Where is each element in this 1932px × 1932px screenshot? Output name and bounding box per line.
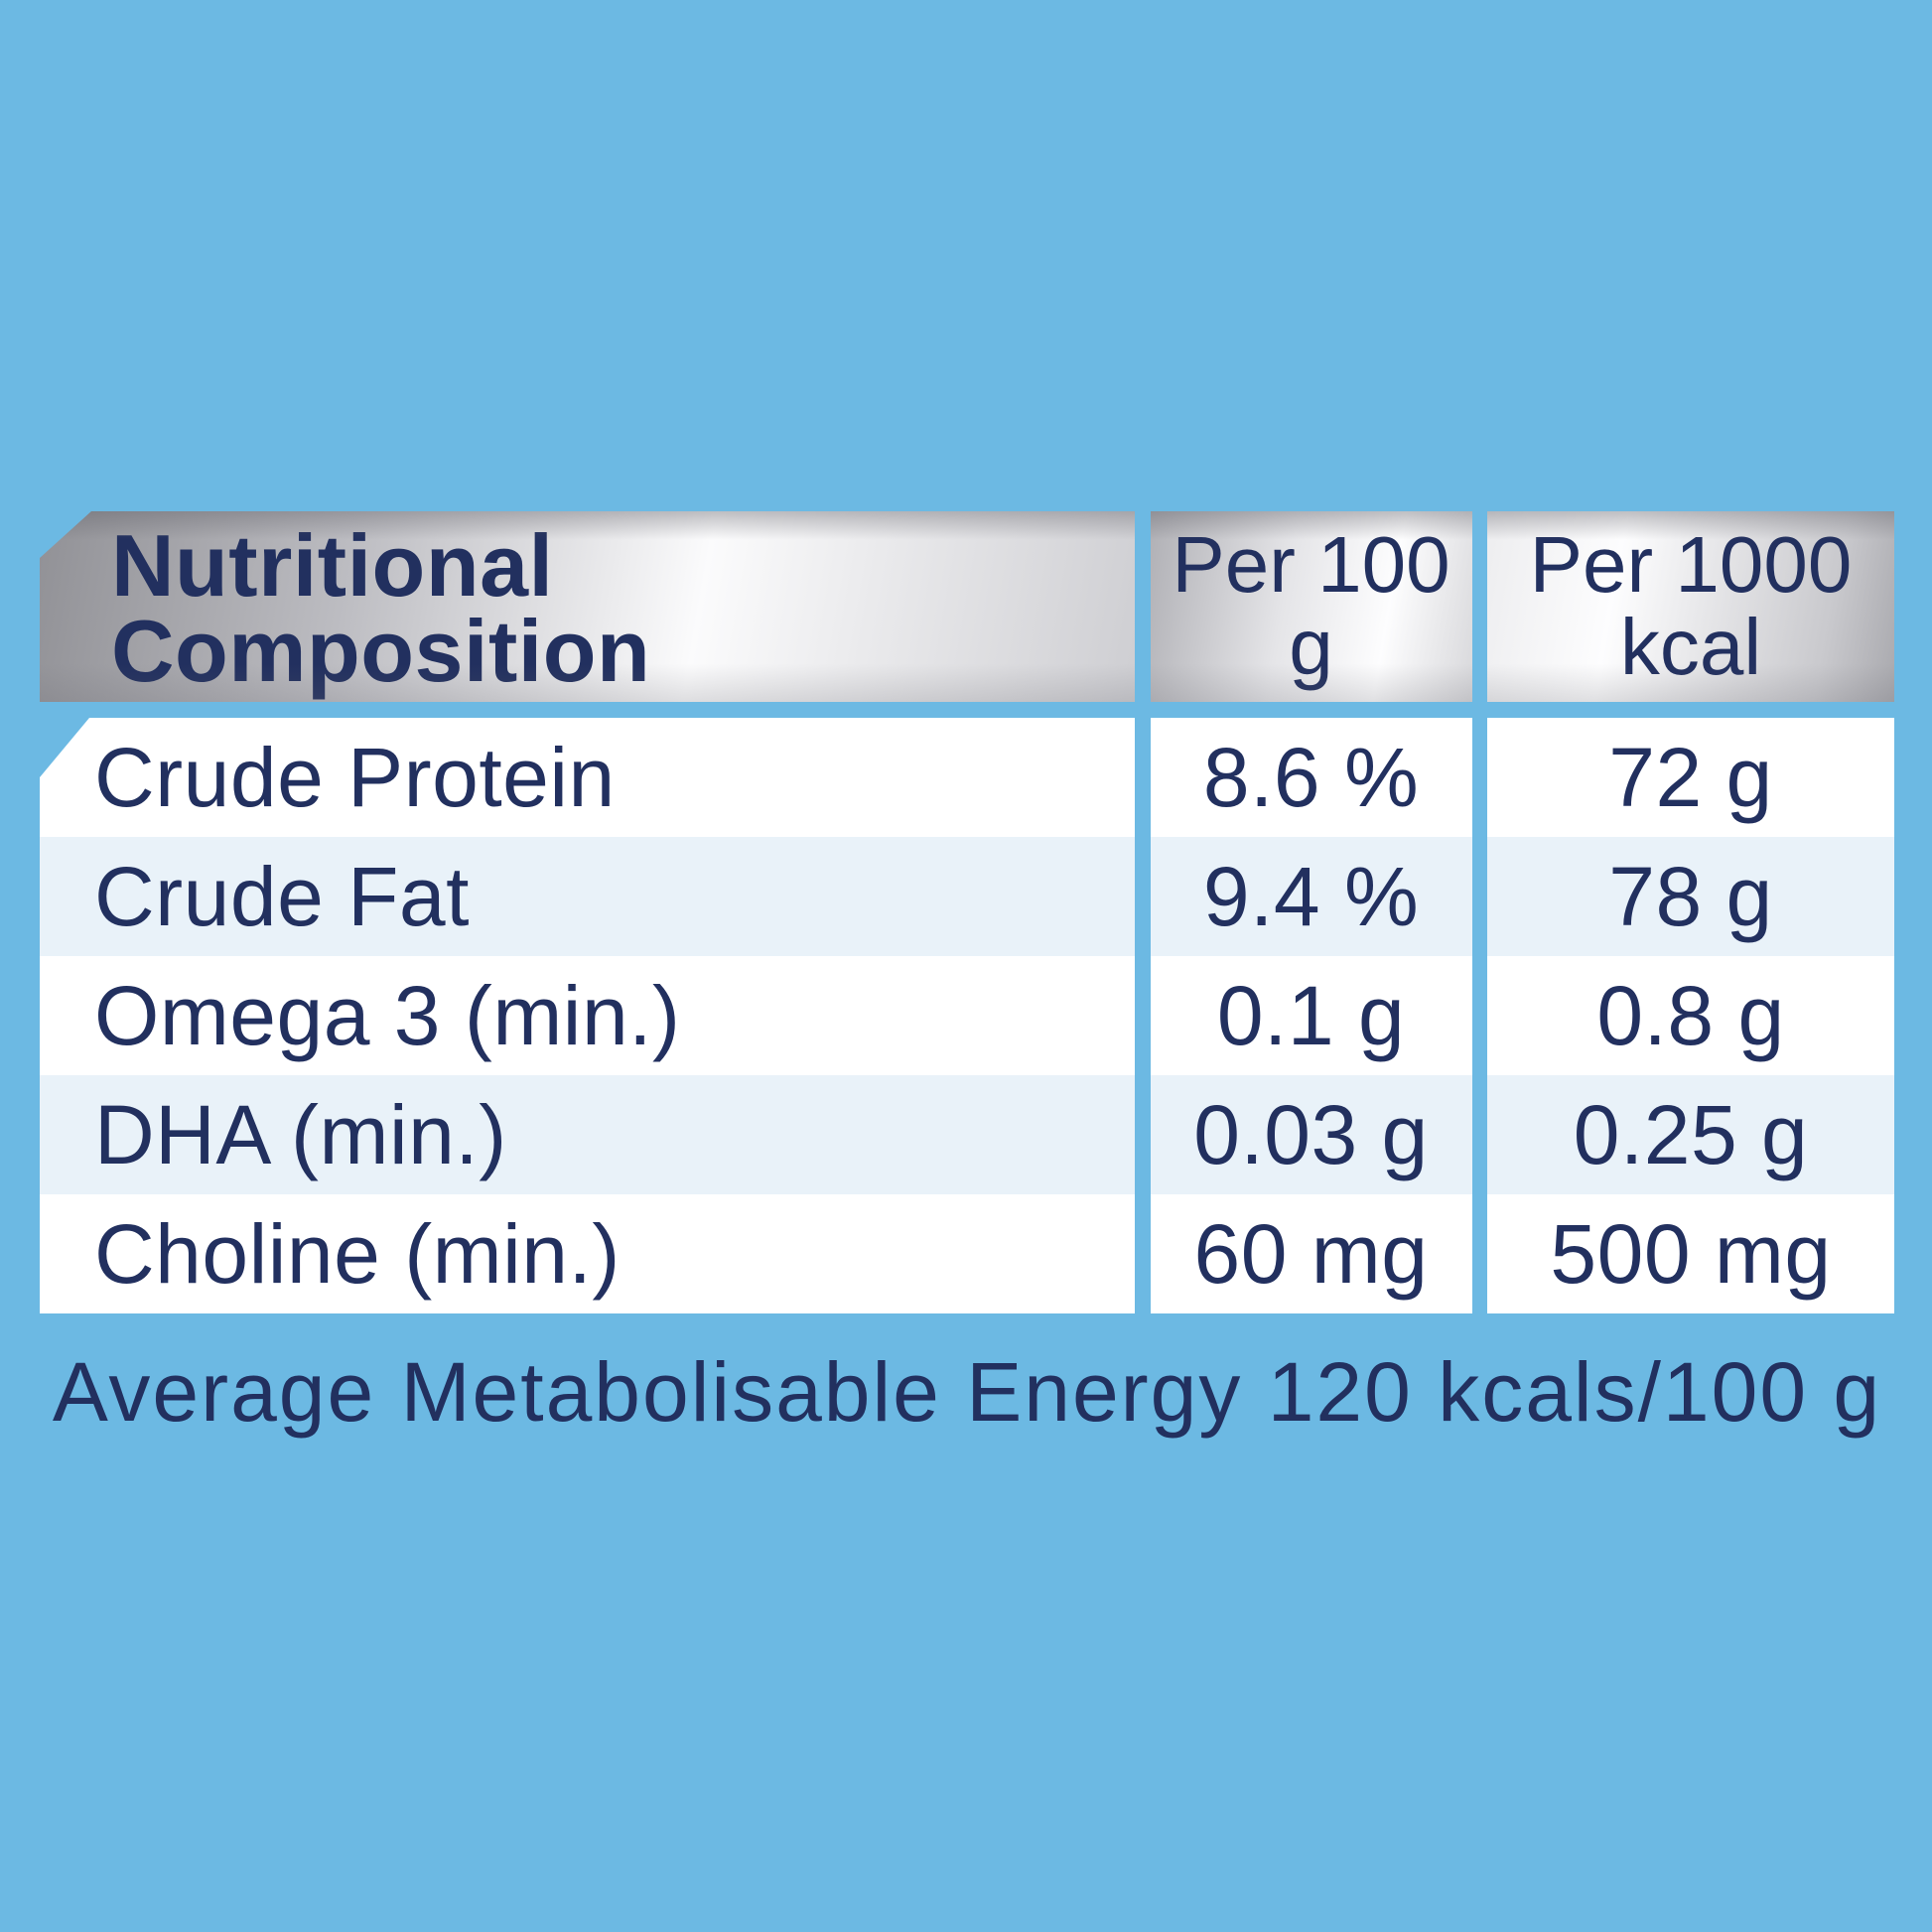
row-value-per-1000kcal: 500 mg	[1487, 1194, 1894, 1313]
row-label-cell: Crude Protein	[40, 718, 1135, 837]
header-per-100g-label: Per 100 g	[1172, 520, 1450, 691]
row-value-per-1000kcal-text: 78 g	[1608, 849, 1773, 943]
row-label-text: Crude Protein	[94, 730, 616, 824]
row-value-per-100g: 0.03 g	[1150, 1075, 1472, 1194]
row-value-per-100g-text: 8.6 %	[1202, 730, 1420, 824]
header-per-1000kcal-label: Per 1000 kcal	[1529, 520, 1853, 691]
header-composition-label: Nutritional Composition	[111, 516, 651, 700]
header-cell-per-1000kcal: Per 1000 kcal	[1487, 511, 1894, 702]
row-value-per-1000kcal-text: 0.8 g	[1596, 968, 1785, 1062]
header-cell-per-100g: Per 100 g	[1150, 511, 1472, 702]
row-label-text: DHA (min.)	[94, 1087, 507, 1181]
row-label-cell: Choline (min.)	[40, 1194, 1135, 1313]
row-value-per-100g: 60 mg	[1150, 1194, 1472, 1313]
row-value-per-100g-text: 0.03 g	[1193, 1087, 1429, 1181]
row-value-per-1000kcal: 0.25 g	[1487, 1075, 1894, 1194]
row-value-per-1000kcal-text: 500 mg	[1550, 1206, 1832, 1301]
energy-note: Average Metabolisable Energy 120 kcals/1…	[52, 1345, 1882, 1439]
table-body: Crude Protein 8.6 % 72 g Crude Fat 9.4 %…	[40, 718, 1894, 1313]
row-label-cell: Omega 3 (min.)	[40, 956, 1135, 1075]
row-value-per-100g: 0.1 g	[1150, 956, 1472, 1075]
table-header: Nutritional Composition Per 100 g Per 10…	[40, 511, 1894, 702]
row-label-text: Omega 3 (min.)	[94, 968, 681, 1062]
row-label-cell: Crude Fat	[40, 837, 1135, 956]
row-value-per-100g: 8.6 %	[1150, 718, 1472, 837]
row-value-per-1000kcal-text: 0.25 g	[1573, 1087, 1809, 1181]
row-value-per-100g: 9.4 %	[1150, 837, 1472, 956]
header-cell-composition: Nutritional Composition	[40, 511, 1135, 702]
row-value-per-100g-text: 60 mg	[1193, 1206, 1429, 1301]
row-value-per-100g-text: 9.4 %	[1202, 849, 1420, 943]
row-label-text: Choline (min.)	[94, 1206, 621, 1301]
row-label-cell: DHA (min.)	[40, 1075, 1135, 1194]
nutrition-table: Nutritional Composition Per 100 g Per 10…	[40, 511, 1894, 1313]
row-value-per-1000kcal-text: 72 g	[1608, 730, 1773, 824]
row-value-per-1000kcal: 0.8 g	[1487, 956, 1894, 1075]
row-value-per-100g-text: 0.1 g	[1216, 968, 1406, 1062]
row-value-per-1000kcal: 72 g	[1487, 718, 1894, 837]
row-value-per-1000kcal: 78 g	[1487, 837, 1894, 956]
row-label-text: Crude Fat	[94, 849, 470, 943]
